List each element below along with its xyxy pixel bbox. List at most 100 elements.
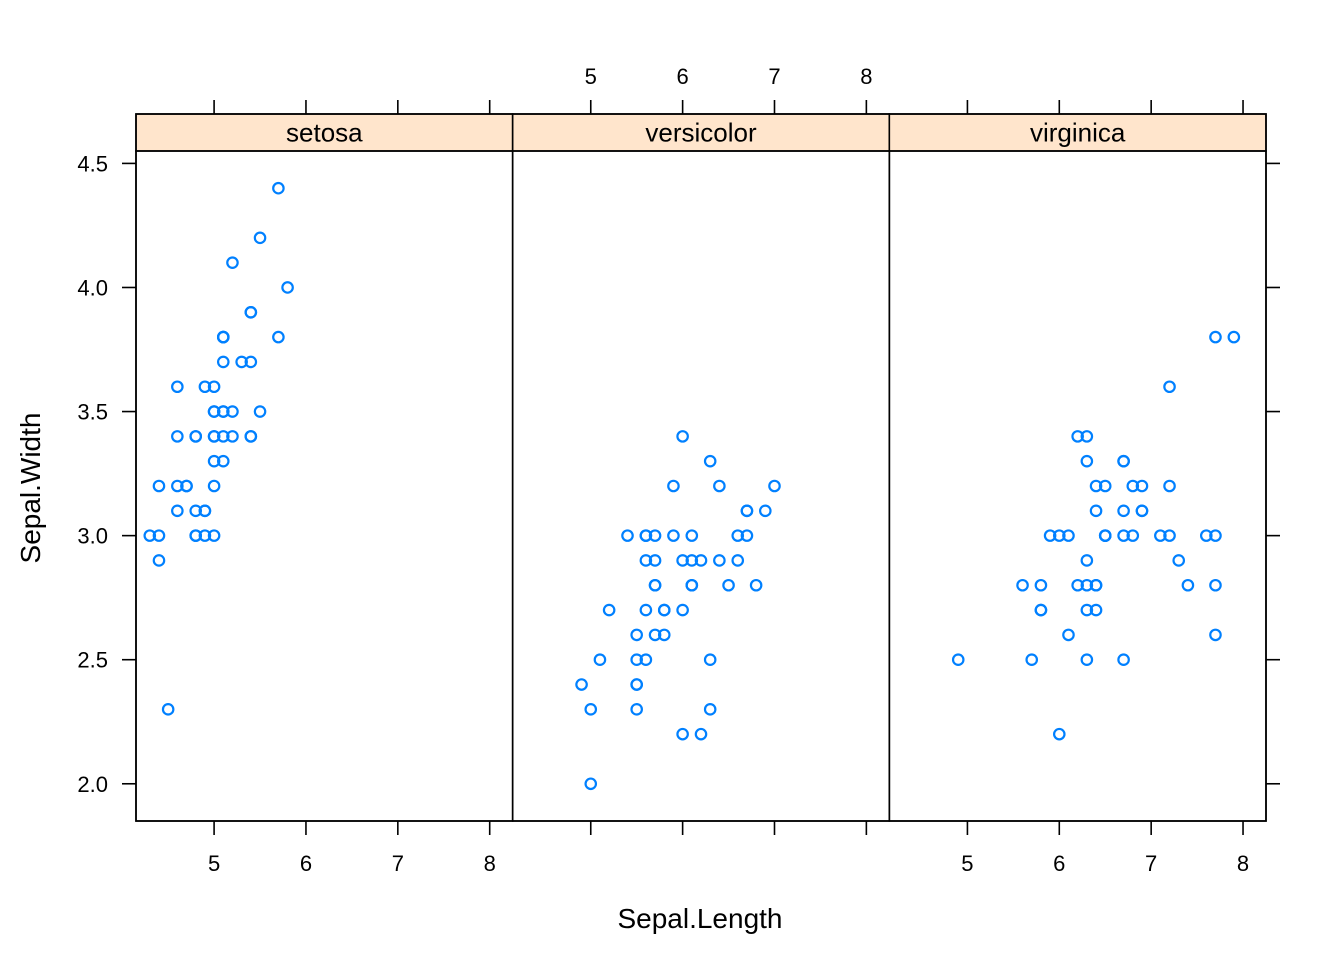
data-point <box>1080 454 1094 468</box>
data-point <box>226 405 239 418</box>
data-point <box>1135 504 1149 518</box>
data-point <box>272 330 285 344</box>
data-point <box>1062 529 1075 542</box>
strip-virginica <box>888 113 1267 152</box>
data-point <box>198 504 212 518</box>
x-tick-label: 5 <box>208 851 220 876</box>
data-point <box>189 430 203 443</box>
data-point <box>676 727 689 741</box>
y-tick-label: 3.5 <box>77 400 108 425</box>
data-point <box>161 703 175 716</box>
data-point <box>235 355 248 369</box>
data-point <box>272 181 285 195</box>
data-point <box>713 554 726 567</box>
data-point <box>593 653 607 667</box>
data-point <box>152 529 166 542</box>
data-point <box>630 703 643 716</box>
data-point <box>759 504 772 518</box>
x-tick-label: 8 <box>860 64 872 89</box>
data-point <box>171 504 184 518</box>
data-point <box>216 405 230 418</box>
data-point <box>584 777 598 791</box>
data-point <box>1071 430 1084 443</box>
data-point <box>630 678 643 691</box>
data-point <box>1089 479 1103 493</box>
data-point <box>207 454 221 468</box>
data-point <box>740 529 754 542</box>
data-point <box>1052 529 1066 542</box>
data-point <box>667 529 680 542</box>
data-point <box>694 727 708 741</box>
x-tick-label: 7 <box>768 64 780 89</box>
data-point <box>1117 653 1130 667</box>
data-point <box>648 554 662 567</box>
data-point <box>1016 578 1029 592</box>
data-point <box>657 603 671 617</box>
data-point <box>768 479 781 493</box>
data-point <box>1163 529 1176 542</box>
panel-versicolor: versicolor <box>511 113 891 822</box>
data-point <box>189 504 203 518</box>
data-point <box>703 454 717 468</box>
data-point <box>648 529 662 542</box>
strip-label-versicolor: versicolor <box>645 118 757 148</box>
data-point <box>216 355 230 369</box>
points-versicolor <box>575 430 781 791</box>
data-point <box>1172 554 1186 567</box>
panel-virginica: virginica <box>888 113 1267 822</box>
data-point <box>1098 479 1112 493</box>
data-point <box>171 430 184 443</box>
data-point <box>1080 554 1094 567</box>
x-tick-label: 5 <box>961 851 973 876</box>
data-point <box>602 603 616 617</box>
data-point <box>1080 430 1094 443</box>
data-point <box>1117 504 1130 518</box>
strip-label-virginica: virginica <box>1030 118 1126 148</box>
data-point <box>1080 578 1094 592</box>
data-point <box>951 653 965 667</box>
data-point <box>1199 529 1213 542</box>
data-point <box>152 554 166 567</box>
data-point <box>1025 653 1039 667</box>
data-point <box>749 578 763 592</box>
points-setosa <box>143 181 294 716</box>
data-point <box>685 578 699 592</box>
data-point <box>253 405 267 418</box>
data-point <box>198 529 212 542</box>
plot-frame <box>135 113 1267 822</box>
data-point <box>1163 380 1176 394</box>
data-point <box>621 529 634 542</box>
panel-setosa: setosa <box>135 113 514 822</box>
data-point <box>694 554 708 567</box>
x-tick-label: 8 <box>1237 851 1249 876</box>
data-point <box>207 380 221 394</box>
y-tick-label: 2.5 <box>77 648 108 673</box>
data-point <box>207 430 221 443</box>
data-point <box>143 529 157 542</box>
data-point <box>1080 603 1094 617</box>
data-point <box>667 479 680 493</box>
axes: 5 6 7 8 5 6 7 8 5 6 7 8 2.0 2.5 3.0 3.5 4.0 4.5 <box>77 64 1280 876</box>
data-point <box>1135 479 1149 493</box>
data-point <box>740 504 754 518</box>
data-point <box>1071 578 1084 592</box>
data-point <box>1209 578 1222 592</box>
data-point <box>1209 330 1222 344</box>
data-point <box>639 653 653 667</box>
x-tick-label: 6 <box>677 64 689 89</box>
data-point <box>216 430 230 443</box>
y-tick-label: 2.0 <box>77 772 108 797</box>
data-point <box>198 380 212 394</box>
data-point <box>1089 578 1103 592</box>
data-point <box>216 454 230 468</box>
data-point <box>171 380 184 394</box>
x-axis-title: Sepal.Length <box>617 903 782 934</box>
data-point <box>1034 578 1048 592</box>
data-point <box>281 281 294 294</box>
data-point <box>648 578 662 592</box>
data-point <box>648 628 662 642</box>
data-point <box>676 603 689 617</box>
panels: setosa versicolor virginica <box>135 113 1267 822</box>
x-tick-label: 5 <box>585 64 597 89</box>
